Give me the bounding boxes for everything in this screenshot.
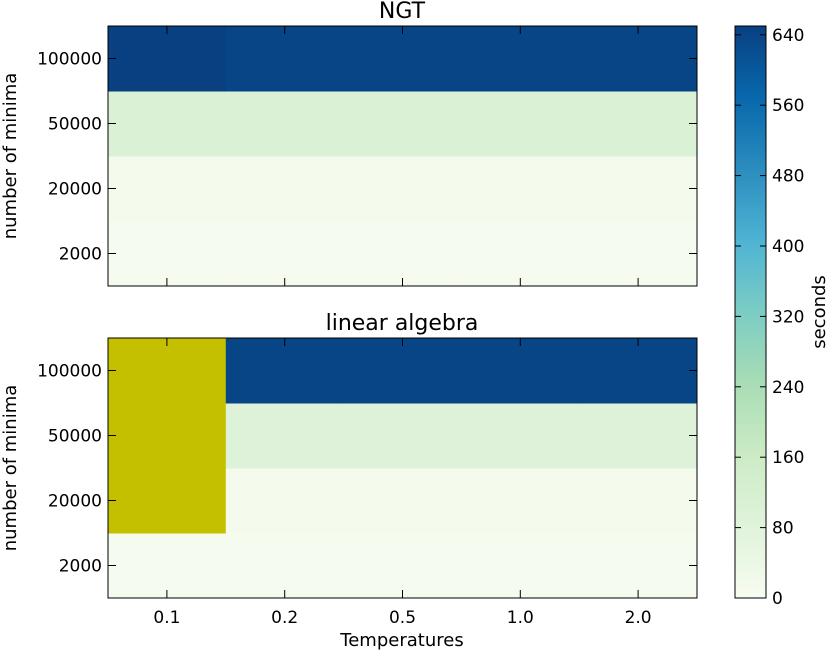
heatmap-cell — [579, 221, 698, 287]
heatmap-cell — [108, 91, 227, 157]
heatmap-cell — [461, 26, 580, 92]
heatmap-cell — [225, 338, 345, 404]
y-axis-label-linear-algebra: number of minima — [0, 385, 21, 552]
colorbar-tick-label: 560 — [772, 96, 804, 116]
heatmap-cell — [108, 533, 227, 599]
y-tick-label: 100000 — [37, 362, 102, 382]
colorbar-label: seconds — [809, 275, 830, 349]
x-tick-label: 0.2 — [271, 608, 298, 628]
x-tick-label: 0.1 — [153, 608, 180, 628]
y-tick-label: 20000 — [48, 492, 102, 512]
colorbar-tick-label: 80 — [772, 519, 794, 539]
colorbar: 0 80 160 240 320 400 480 560 640 seconds — [734, 25, 830, 609]
colorbar-tick-label: 160 — [772, 448, 804, 468]
ticks-ngt: 2000 20000 50000 100000 — [37, 26, 697, 286]
colorbar-tick-label: 320 — [772, 307, 804, 327]
heatmap-cell — [108, 221, 227, 287]
y-tick-label: 50000 — [48, 427, 102, 447]
heatmap-cell — [579, 338, 698, 404]
heatmap-cell — [225, 468, 345, 534]
heatmap-cell — [225, 26, 345, 92]
heatmap-cell — [225, 156, 345, 222]
colorbar-tick-label: 400 — [772, 237, 804, 257]
heatmap-cell — [461, 221, 580, 287]
heatmap-cell — [225, 221, 345, 287]
heatmap-cell — [225, 403, 345, 469]
heatmap-cell — [579, 403, 698, 469]
colorbar-tick-label: 480 — [772, 167, 804, 187]
heatmap-cell — [343, 338, 462, 404]
heatmap-linear-algebra: linear algebra 2000 20000 50000 100000 0.1 0.… — [0, 311, 698, 651]
heatmap-cell — [579, 533, 698, 599]
heatmap-cell — [461, 533, 580, 599]
heatmap-ngt: NGT 2000 20000 50000 100000 number of minim… — [0, 0, 698, 287]
ticks-linear-algebra: 2000 20000 50000 100000 0.1 0.2 0.5 1.0 2.0 — [37, 338, 697, 628]
heatmap-cell — [108, 26, 227, 92]
y-tick-label: 50000 — [48, 115, 102, 135]
heatmap-cell — [579, 468, 698, 534]
x-tick-label: 2.0 — [625, 608, 652, 628]
colorbar-gradient — [734, 25, 767, 599]
x-tick-label: 1.0 — [507, 608, 534, 628]
heatmap-cell — [343, 26, 462, 92]
heatmap-cell — [343, 221, 462, 287]
heatmap-cell — [225, 533, 345, 599]
heatmap-cell — [343, 403, 462, 469]
heatmap-cell — [461, 468, 580, 534]
heatmap-cell — [461, 338, 580, 404]
x-axis-label: Temperatures — [339, 630, 463, 651]
colorbar-ticks: 0 80 160 240 320 400 480 560 640 — [735, 26, 804, 609]
heatmap-cell — [579, 91, 698, 157]
heatmap-cell — [225, 91, 345, 157]
heatmap-cell — [461, 156, 580, 222]
colorbar-tick-label: 0 — [772, 589, 783, 609]
x-tick-label: 0.5 — [389, 608, 416, 628]
y-tick-label: 2000 — [59, 557, 102, 577]
chart-title-ngt: NGT — [379, 0, 426, 24]
y-axis-label-ngt: number of minima — [0, 73, 21, 240]
y-tick-label: 2000 — [59, 245, 102, 265]
heatmap-cell — [579, 156, 698, 222]
heatmap-cell — [343, 533, 462, 599]
cells-ngt — [108, 26, 698, 287]
chart-title-linear-algebra: linear algebra — [326, 311, 479, 336]
heatmap-cell — [343, 468, 462, 534]
y-tick-label: 20000 — [48, 180, 102, 200]
heatmap-cell-missing — [108, 403, 227, 469]
heatmap-cell-missing — [108, 338, 227, 404]
colorbar-tick-label: 240 — [772, 378, 804, 398]
heatmap-cell — [108, 156, 227, 222]
heatmap-cell — [461, 91, 580, 157]
cells-linear-algebra — [108, 338, 698, 599]
heatmap-cell — [343, 156, 462, 222]
heatmap-cell-missing — [108, 468, 227, 534]
y-tick-label: 100000 — [37, 50, 102, 70]
heatmap-cell — [343, 91, 462, 157]
heatmap-cell — [461, 403, 580, 469]
colorbar-tick-label: 640 — [772, 26, 804, 46]
heatmap-cell — [579, 26, 698, 92]
